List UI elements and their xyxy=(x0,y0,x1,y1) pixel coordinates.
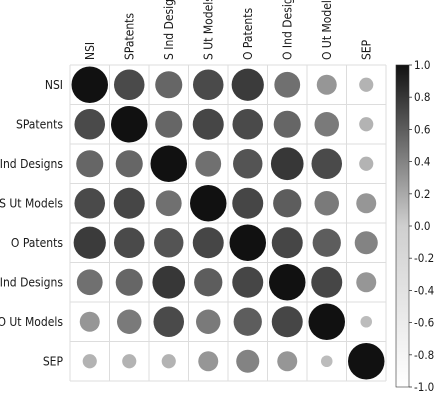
correlation-circle xyxy=(113,227,145,259)
column-label: S Ind Designs xyxy=(162,0,176,60)
correlation-circle xyxy=(359,156,374,171)
correlation-circle xyxy=(359,77,374,92)
correlation-circle xyxy=(229,224,266,261)
correlation-circle xyxy=(79,311,100,332)
correlation-circle xyxy=(348,343,385,380)
column-label: O Patents xyxy=(241,8,255,60)
colorbar-tick-label: 0.6 xyxy=(414,122,430,136)
row-label: SPatents xyxy=(16,117,63,131)
correlation-circle xyxy=(269,264,306,301)
correlation-circle xyxy=(196,309,221,334)
row-label: O Ut Models xyxy=(0,315,63,329)
correlation-circle xyxy=(277,351,298,372)
correlation-circle xyxy=(152,265,186,299)
correlation-circle xyxy=(314,112,339,137)
colorbar-tick-label: -0.4 xyxy=(414,283,434,297)
correlation-circle xyxy=(314,191,339,216)
correlation-circle xyxy=(312,228,341,257)
correlation-circle xyxy=(82,354,97,369)
correlation-circle xyxy=(311,148,343,180)
correlation-circle xyxy=(356,272,377,293)
correlation-circle xyxy=(320,355,333,368)
correlation-circle xyxy=(232,187,264,219)
correlation-circle xyxy=(122,354,137,369)
correlation-circle xyxy=(274,71,301,98)
column-label: NSI xyxy=(83,42,97,60)
correlation-circle xyxy=(194,268,223,297)
correlation-circle xyxy=(308,303,345,340)
correlation-circle xyxy=(316,74,337,95)
row-label: S Ind Designs xyxy=(0,157,63,171)
correlation-circle xyxy=(271,227,303,259)
column-label: O Ut Models xyxy=(320,0,334,60)
colorbar-tick-label: -0.8 xyxy=(414,348,434,362)
correlation-circle xyxy=(161,354,176,369)
column-label: S Ut Models xyxy=(201,0,215,60)
correlation-circle xyxy=(236,349,260,373)
correlation-circle xyxy=(111,106,148,143)
correlation-circle xyxy=(113,69,145,101)
correlation-circle xyxy=(74,108,106,140)
correlation-circle xyxy=(360,315,373,328)
correlation-circle xyxy=(155,71,183,99)
correlation-circle xyxy=(359,117,374,132)
row-label: O Ind Designs xyxy=(0,275,63,289)
correlation-circle xyxy=(311,266,343,298)
correlation-circle xyxy=(192,227,224,259)
colorbar-tick-label: 1.0 xyxy=(414,58,430,72)
row-labels: NSI SPatents S Ind Designs S Ut Models O Pat… xyxy=(0,78,63,369)
colorbar-tick-label: 0.2 xyxy=(414,187,430,201)
correlation-circle xyxy=(356,193,377,214)
correlation-circle xyxy=(150,145,187,182)
correlation-circle xyxy=(115,150,143,178)
correlation-circle xyxy=(76,150,104,178)
correlation-circle xyxy=(73,226,106,259)
colorbar-tick-label: -0.2 xyxy=(414,251,434,265)
row-label: SEP xyxy=(43,354,64,368)
grid xyxy=(69,64,387,382)
row-label: NSI xyxy=(45,78,63,92)
correlation-circle xyxy=(270,147,304,181)
correlation-circle xyxy=(153,306,185,338)
correlation-circle xyxy=(115,268,143,296)
colorbar-tick-label: 0.0 xyxy=(414,219,430,233)
correlation-circle xyxy=(74,187,106,219)
correlation-circle xyxy=(71,66,108,103)
correlation-circles xyxy=(71,66,385,380)
colorbar-tick-label: 0.4 xyxy=(414,155,430,169)
correlation-circle xyxy=(232,108,264,140)
column-label: O Ind Designs xyxy=(280,0,294,60)
correlation-circle xyxy=(232,266,264,298)
correlation-circle xyxy=(192,69,224,101)
colorbar-tick-label: -1.0 xyxy=(414,380,434,394)
correlation-circle xyxy=(271,306,303,338)
column-label: SEP xyxy=(359,39,373,60)
colorbar-tick-label: 0.8 xyxy=(414,90,430,104)
colorbar-tick-label: -0.6 xyxy=(414,316,434,330)
column-label: SPatents xyxy=(122,13,136,60)
colorbar: 1.0 0.8 0.6 0.4 0.2 0.0 -0.2 -0.4 -0.6 -0.8 -1.0 xyxy=(395,58,434,394)
correlation-circle xyxy=(76,269,103,296)
colorbar-gradient xyxy=(395,64,410,388)
correlation-circle xyxy=(117,309,142,334)
correlation-circle xyxy=(155,110,183,138)
correlation-circle xyxy=(113,187,145,219)
row-label: S Ut Models xyxy=(0,196,63,210)
correlation-circle xyxy=(273,189,302,218)
correlation-circle xyxy=(154,228,184,258)
correlation-circle xyxy=(273,110,301,138)
correlation-circle xyxy=(354,231,378,255)
correlation-circle xyxy=(233,149,263,179)
correlation-circle xyxy=(233,307,262,336)
correlation-circle xyxy=(155,190,182,217)
correlation-circle xyxy=(192,108,224,140)
correlation-circle xyxy=(231,68,264,101)
correlation-circle xyxy=(198,351,219,372)
row-label: O Patents xyxy=(11,236,63,250)
column-labels: NSI SPatents S Ind Designs S Ut Models O Pat… xyxy=(83,0,374,60)
correlation-circle xyxy=(195,150,222,177)
correlation-circle xyxy=(190,185,227,222)
